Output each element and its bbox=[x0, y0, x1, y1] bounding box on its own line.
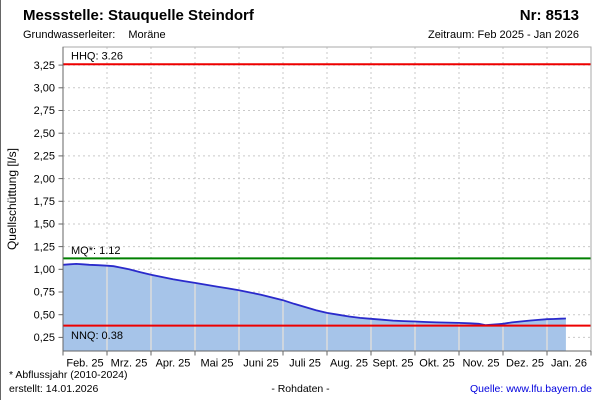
x-axis-month-label: Dez. 25 bbox=[506, 358, 544, 370]
header-title-row: Messstelle: Stauquelle Steindorf Nr: 851… bbox=[23, 7, 579, 24]
y-axis-tick-label: 1,25 bbox=[34, 241, 55, 253]
footnote-abflussjahr: * Abflussjahr (2010-2024) bbox=[9, 369, 128, 381]
x-axis-ticks: Feb. 25 Mrz. 25 Apr. 25 Mai 25 Juni 25 Juli 2… bbox=[62, 351, 592, 370]
source-link[interactable]: Quelle: www.lfu.bayern.de bbox=[470, 383, 592, 395]
y-axis-title: Quellschüttung [l/s] bbox=[5, 148, 19, 250]
x-axis-month-label: Juni 25 bbox=[243, 358, 278, 370]
x-axis-month-label: Mrz. 25 bbox=[111, 358, 148, 370]
y-axis-tick-label: 2,75 bbox=[34, 105, 55, 117]
x-axis-month-label: Apr. 25 bbox=[156, 358, 191, 370]
period-label: Zeitraum: Feb 2025 - Jan 2026 bbox=[427, 29, 579, 41]
aquifer-label: Grundwasserleiter: bbox=[23, 29, 116, 41]
x-axis-month-label: Juli 25 bbox=[289, 358, 321, 370]
aquifer-info: Grundwasserleiter: Moräne bbox=[23, 29, 166, 42]
x-axis-month-label: Nov. 25 bbox=[462, 358, 499, 370]
x-axis-month-label: Mai 25 bbox=[200, 358, 233, 370]
x-axis-month-label: Sept. 25 bbox=[373, 358, 414, 370]
discharge-area-fill bbox=[63, 263, 566, 351]
y-axis-tick-label: 3,25 bbox=[34, 60, 55, 72]
y-axis-tick-label: 2,25 bbox=[34, 151, 55, 163]
y-axis-tick-label: 0,75 bbox=[34, 287, 55, 299]
aquifer-value: Moräne bbox=[128, 29, 166, 41]
y-axis-ticks: 0,25 0,50 0,75 1,00 1,25 1,50 1,75 2,00 2,25 2,50… bbox=[34, 60, 63, 344]
page-title: Messstelle: Stauquelle Steindorf bbox=[23, 7, 254, 24]
reference-line-label-hhq: HHQ: 3.26 bbox=[71, 51, 123, 63]
data-type-label: - Rohdaten - bbox=[271, 383, 330, 395]
y-axis-tick-label: 2,00 bbox=[34, 173, 55, 185]
reference-line-mq: MQ*: 1.12 bbox=[63, 245, 591, 260]
station-number: Nr: 8513 bbox=[519, 7, 579, 24]
reference-line-label-mq: MQ*: 1.12 bbox=[71, 245, 121, 257]
y-axis-tick-label: 0,25 bbox=[34, 332, 55, 344]
x-axis-month-label: Aug. 25 bbox=[330, 358, 368, 370]
discharge-line-series bbox=[62, 262, 566, 327]
created-date: erstellt: 14.01.2026 bbox=[9, 383, 99, 395]
y-axis-tick-label: 1,00 bbox=[34, 264, 55, 276]
x-axis-month-label: Jan. 26 bbox=[551, 358, 587, 370]
x-axis-month-label: Feb. 25 bbox=[66, 358, 103, 370]
y-axis-tick-label: 0,50 bbox=[34, 309, 55, 321]
reference-line-label-nnq: NNQ: 0.38 bbox=[71, 330, 123, 342]
reference-line-nnq: NNQ: 0.38 bbox=[63, 324, 591, 342]
y-axis-tick-label: 1,50 bbox=[34, 219, 55, 231]
y-axis-tick-label: 3,00 bbox=[34, 83, 55, 95]
reference-line-hhq: HHQ: 3.26 bbox=[63, 51, 591, 66]
header-sub-row: Grundwasserleiter: Moräne Zeitraum: Feb 2… bbox=[23, 29, 579, 42]
x-axis-month-label: Okt. 25 bbox=[419, 358, 454, 370]
y-axis-tick-label: 1,75 bbox=[34, 196, 55, 208]
y-axis-tick-label: 2,50 bbox=[34, 128, 55, 140]
footer-row: erstellt: 14.01.2026 - Rohdaten - Quelle… bbox=[9, 383, 592, 395]
